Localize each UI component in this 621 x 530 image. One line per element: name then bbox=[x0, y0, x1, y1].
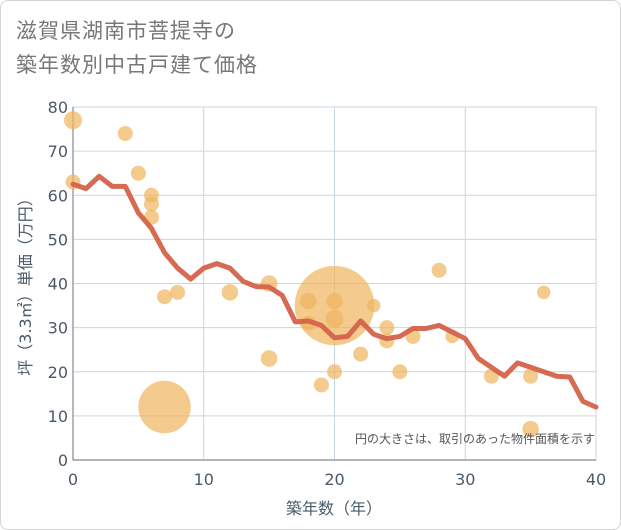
bubble-31 bbox=[536, 285, 551, 300]
y-tick-label-40: 40 bbox=[48, 275, 68, 294]
bubble-24 bbox=[392, 364, 408, 380]
axes bbox=[72, 107, 596, 461]
chart-title-line1: 滋賀県湖南市菩提寺の bbox=[16, 19, 236, 43]
chart-title: 滋賀県湖南市菩提寺の 築年数別中古戸建て価格 bbox=[16, 14, 258, 82]
bubble-26 bbox=[431, 262, 447, 278]
bubble-size-note: 円の大きさは、取引のあった物件面積を示す bbox=[355, 431, 595, 446]
y-tick-label-30: 30 bbox=[48, 319, 68, 338]
y-tick-label-70: 70 bbox=[48, 142, 68, 161]
y-tick-label-60: 60 bbox=[48, 186, 68, 205]
bubble-0 bbox=[64, 111, 82, 130]
x-axis-label: 築年数（年） bbox=[286, 499, 382, 518]
y-tick-label-80: 80 bbox=[48, 98, 68, 117]
bubble-30 bbox=[522, 420, 539, 438]
y-tick-label-0: 0 bbox=[58, 451, 68, 470]
y-tick-label-20: 20 bbox=[48, 363, 68, 382]
trend-line-0 bbox=[70, 173, 599, 410]
bubble-5 bbox=[143, 196, 159, 212]
x-tick-label-20: 20 bbox=[324, 470, 344, 489]
x-tick-label-0: 0 bbox=[68, 470, 78, 489]
bubble-18 bbox=[325, 309, 344, 328]
bubble-10 bbox=[221, 284, 239, 301]
bubble-12 bbox=[260, 350, 278, 367]
bubble-21 bbox=[366, 298, 381, 313]
tick-labels: 0 10 20 30 40 0 10 20 30 40 50 60 70 80 bbox=[48, 98, 607, 489]
y-tick-label-50: 50 bbox=[48, 230, 68, 249]
x-tick-label-30: 30 bbox=[455, 470, 475, 489]
bubble-22 bbox=[379, 320, 395, 336]
chart-title-line2: 築年数別中古戸建て価格 bbox=[16, 53, 258, 77]
bubble-20 bbox=[353, 346, 369, 362]
bubble-2 bbox=[117, 125, 133, 141]
bubble-17 bbox=[326, 292, 343, 310]
bubble-9 bbox=[170, 284, 186, 300]
bubble-29 bbox=[523, 368, 539, 384]
bubble-15 bbox=[313, 377, 329, 393]
y-axis-label: 坪（3.3㎡）単価（万円） bbox=[16, 190, 35, 375]
bubble-7 bbox=[157, 289, 173, 305]
x-tick-label-10: 10 bbox=[194, 470, 214, 489]
bubble-19 bbox=[327, 364, 342, 380]
y-tick-label-10: 10 bbox=[48, 407, 68, 426]
trend-line-layer bbox=[70, 173, 599, 410]
bubble-8 bbox=[138, 380, 191, 434]
bubble-3 bbox=[130, 165, 146, 181]
x-tick-label-40: 40 bbox=[586, 470, 606, 489]
